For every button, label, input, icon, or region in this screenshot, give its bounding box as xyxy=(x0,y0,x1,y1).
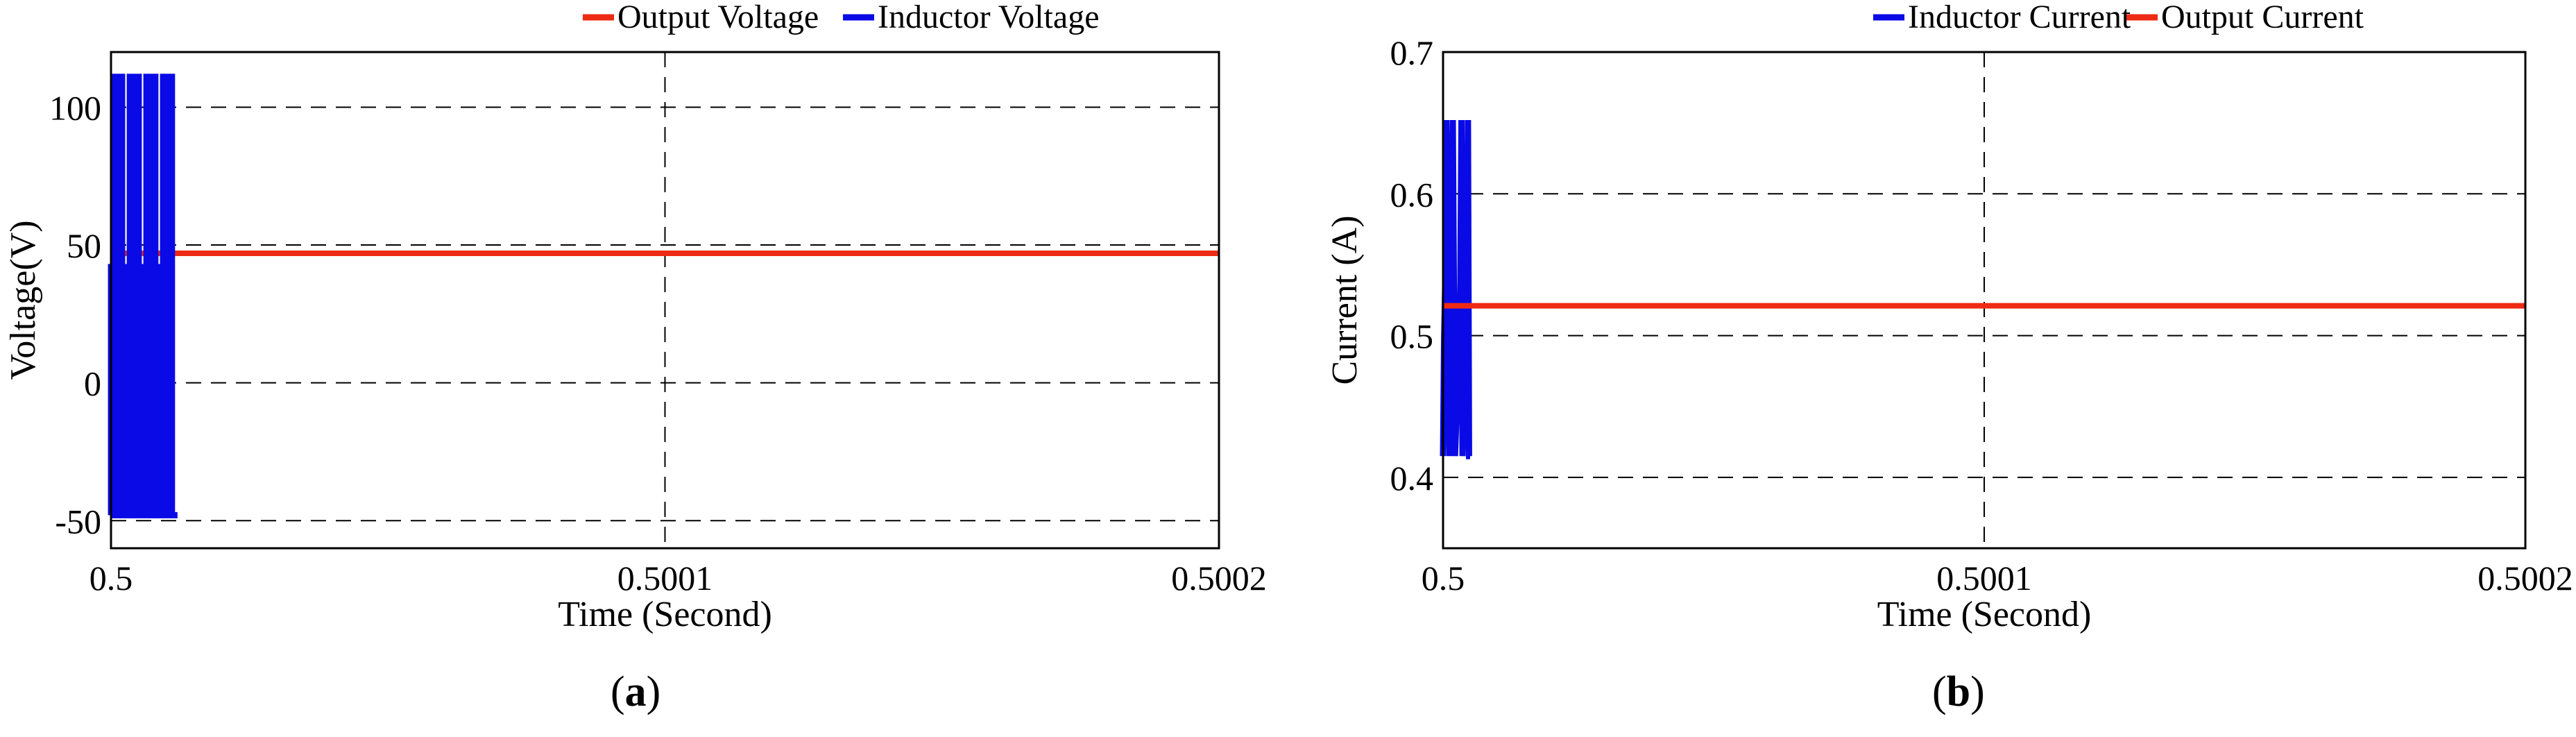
x-axis-label: Time (Second) xyxy=(1877,595,2092,634)
legend-label: Inductor Current xyxy=(1908,0,2131,35)
y-tick-label: 0.4 xyxy=(1390,459,1434,498)
legend-label: Output Voltage xyxy=(617,0,819,35)
y-tick-label: 50 xyxy=(67,226,101,265)
panel-caption-a: (a) xyxy=(611,668,661,715)
y-tick-label: -50 xyxy=(55,502,101,541)
legend-label: Output Current xyxy=(2161,0,2364,35)
x-axis-label: Time (Second) xyxy=(558,595,772,634)
y-axis-label: Voltage(V) xyxy=(3,220,43,380)
y-tick-label: 0.5 xyxy=(1390,317,1434,356)
x-tick-label: 0.5001 xyxy=(617,559,713,598)
x-tick-label: 0.5002 xyxy=(1171,559,1267,598)
axes-frame xyxy=(1442,51,2527,550)
y-tick-label: 100 xyxy=(49,88,101,127)
y-tick-label: 0 xyxy=(84,364,101,403)
series-line-inductor-current xyxy=(1440,120,1472,459)
x-tick-label: 0.5 xyxy=(1422,559,1465,598)
legend-label: Inductor Voltage xyxy=(878,0,1100,35)
chart-panel-b: 0.4 0.5 0.6 0.7 0.5 0.5001 0.5002 Time (Second)… xyxy=(1325,0,2573,634)
plot-area xyxy=(111,52,1219,548)
y-axis-label: Current (A) xyxy=(1325,215,1365,384)
y-tick-label: 0.6 xyxy=(1390,175,1434,214)
y-tick-label: 0.7 xyxy=(1390,33,1434,72)
x-tick-label: 0.5 xyxy=(89,559,133,598)
series-line-inductor-voltage xyxy=(108,74,178,518)
axes-frame xyxy=(110,51,1220,550)
panel-caption-b: (b) xyxy=(1932,668,1985,715)
chart-panel-a: -50 0 50 100 0.5 0.5001 0.5002 Time (Second) Vol… xyxy=(3,0,1267,634)
x-tick-label: 0.5002 xyxy=(2477,559,2573,598)
x-tick-label: 0.5001 xyxy=(1936,559,2032,598)
plot-area xyxy=(1443,52,2525,548)
